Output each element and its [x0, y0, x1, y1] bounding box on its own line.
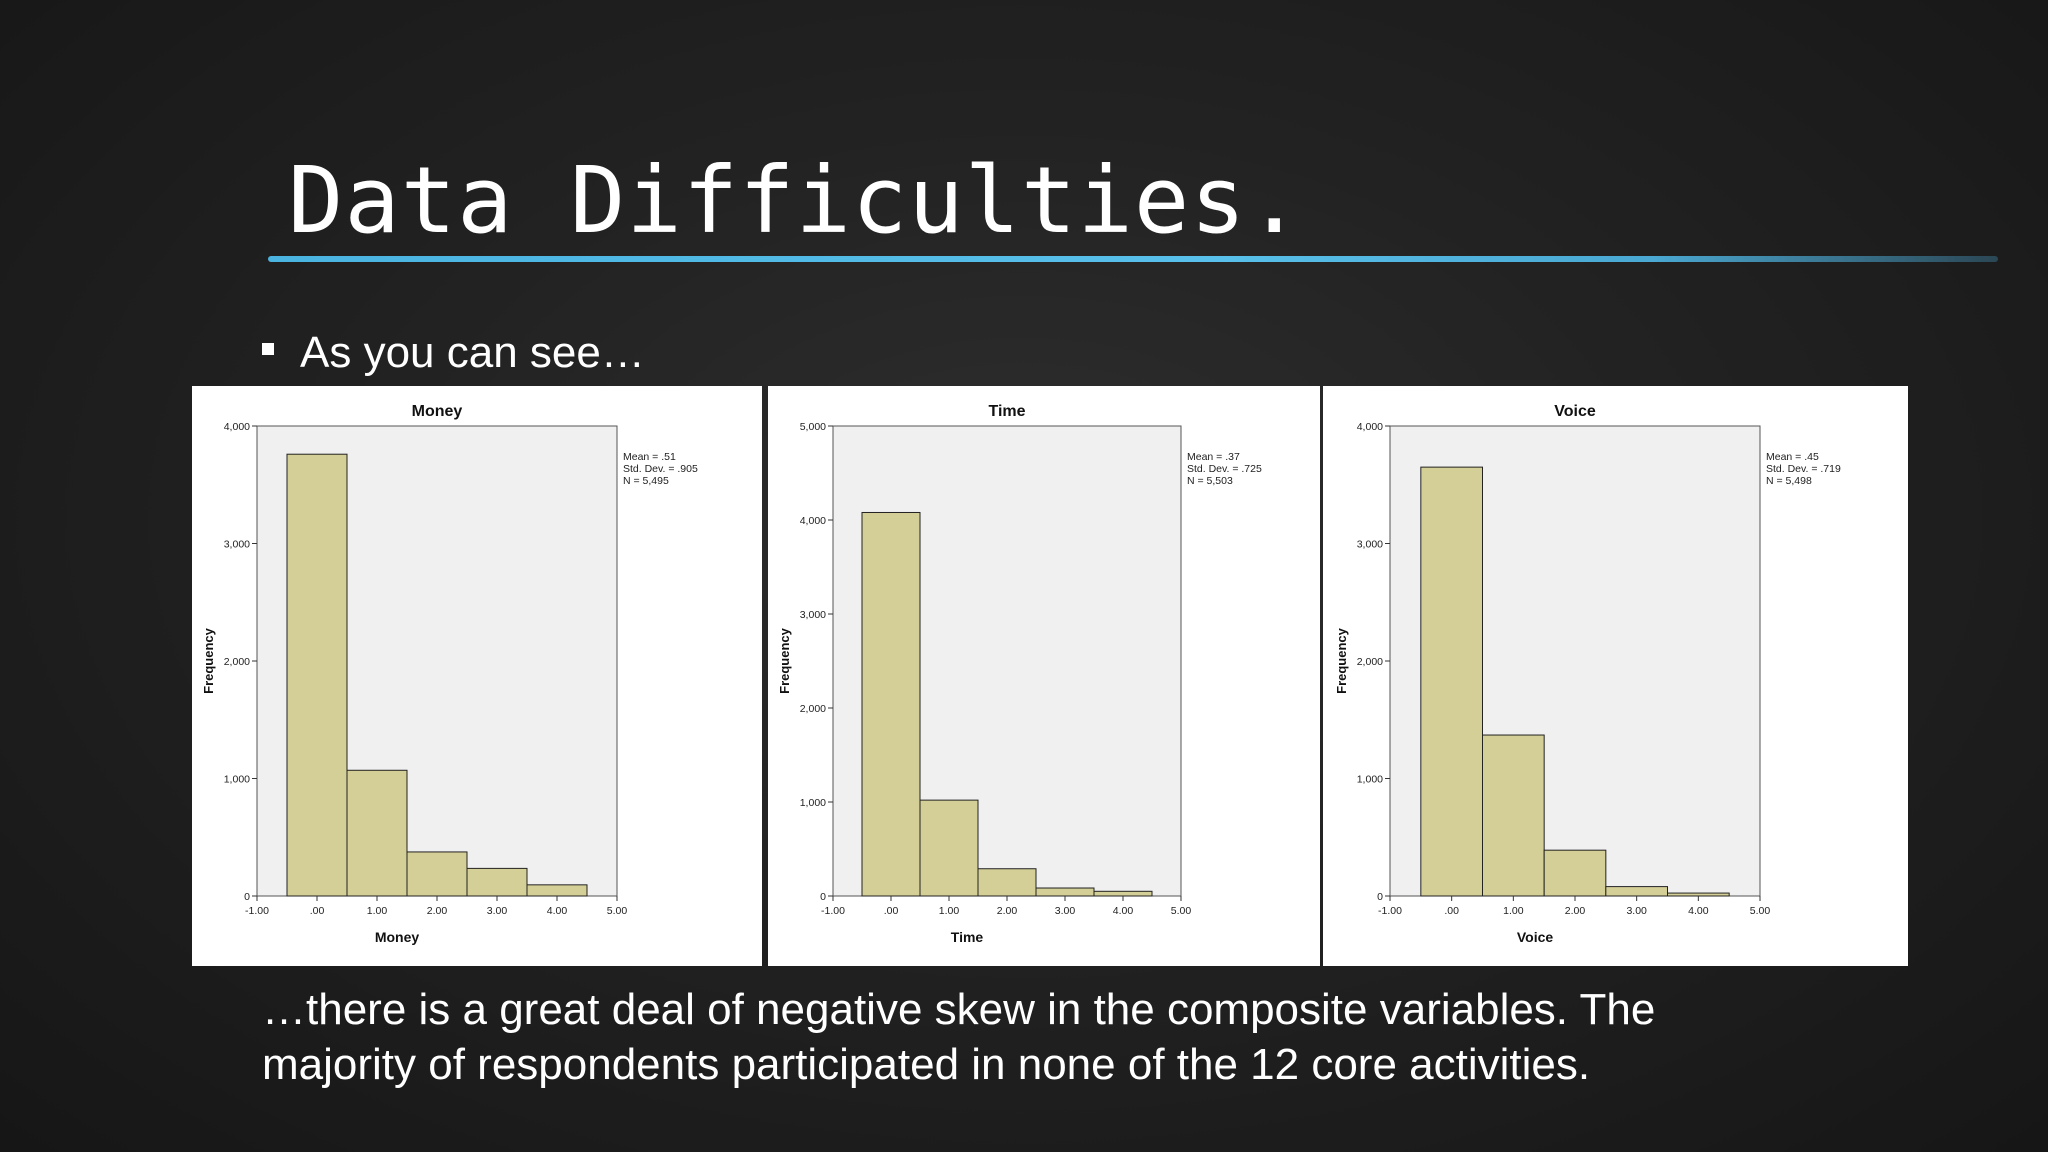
title-underline: [268, 256, 1998, 262]
x-tick-label: 4.00: [1113, 905, 1134, 917]
chart-title: Time: [988, 403, 1025, 420]
histogram-bar: [346, 769, 408, 897]
bullet-text: As you can see…: [300, 328, 645, 377]
y-axis-label: Frequency: [777, 627, 792, 694]
x-tick-label: 5.00: [1171, 905, 1192, 917]
stats-line: Mean = .51: [623, 451, 676, 463]
x-tick-label: 3.00: [1626, 905, 1647, 917]
x-tick-label: 1.00: [1503, 905, 1524, 917]
y-axis-label: Frequency: [1334, 627, 1349, 694]
y-tick-label: 0: [244, 891, 250, 903]
histogram-bar: [466, 867, 528, 897]
histogram-voice: 0 1,000 2,000 3,000 4,000 -1.00 .00 1.00 2.00 3.0…: [1334, 403, 1841, 945]
caption-line-2: majority of respondents participated in …: [262, 1040, 1591, 1089]
histogram-bar: [286, 453, 348, 897]
y-tick-label: 2,000: [224, 656, 250, 668]
x-tick-label: 2.00: [427, 905, 448, 917]
x-tick-label: 3.00: [1055, 905, 1076, 917]
stats-line: Mean = .45: [1766, 451, 1819, 463]
slide-caption: …there is a great deal of negative skew …: [262, 982, 1962, 1092]
y-tick-label: 4,000: [1357, 421, 1383, 433]
y-tick-label: 4,000: [800, 515, 826, 527]
x-tick-label: 5.00: [607, 905, 628, 917]
histogram-bar: [1482, 734, 1545, 897]
bullet-marker-icon: [262, 343, 274, 356]
histogram-time: 0 1,000 2,000 3,000 4,000 5,000 -1.00 .00 1.00 2.…: [777, 403, 1262, 945]
x-axis-label: Time: [951, 929, 984, 945]
caption-line-1: …there is a great deal of negative skew …: [262, 985, 1656, 1034]
x-tick-label: 4.00: [1688, 905, 1709, 917]
x-tick-label: 1.00: [939, 905, 960, 917]
histogram-bar: [1605, 886, 1669, 897]
histogram-bar: [1035, 887, 1095, 897]
x-tick-label: .00: [884, 905, 899, 917]
stats-line: N = 5,503: [1187, 475, 1233, 487]
y-tick-label: 1,000: [224, 774, 250, 786]
y-tick-label: 3,000: [224, 539, 250, 551]
y-tick-label: 1,000: [1357, 774, 1383, 786]
x-tick-label: 5.00: [1750, 905, 1771, 917]
y-tick-label: 5,000: [800, 421, 826, 433]
x-tick-label: 2.00: [1565, 905, 1586, 917]
y-tick-label: 2,000: [1357, 656, 1383, 668]
x-tick-label: 1.00: [367, 905, 388, 917]
y-tick-label: 2,000: [800, 703, 826, 715]
histogram-bar: [1093, 890, 1153, 897]
x-tick-label: 2.00: [997, 905, 1018, 917]
histogram-bar: [977, 868, 1037, 897]
x-axis-label: Voice: [1517, 929, 1554, 945]
histogram-bar: [406, 851, 468, 897]
y-tick-label: 0: [1377, 891, 1383, 903]
histogram-bar: [1420, 466, 1484, 897]
histogram-panel-voice: 0 1,000 2,000 3,000 4,000 -1.00 .00 1.00 2.00 3.0…: [1323, 386, 1908, 966]
y-tick-label: 3,000: [800, 609, 826, 621]
histogram-money: 0 1,000 2,000 3,000 4,000 -1.00 .00 1.00 2.00 3.0…: [201, 403, 698, 945]
chart-title: Voice: [1554, 403, 1596, 420]
x-tick-label: -1.00: [821, 905, 845, 917]
stats-line: Std. Dev. = .719: [1766, 463, 1841, 475]
histogram-bar: [526, 884, 588, 897]
histogram-panel-time: 0 1,000 2,000 3,000 4,000 5,000 -1.00 .00 1.00 2.…: [768, 386, 1320, 966]
stats-line: Std. Dev. = .725: [1187, 463, 1262, 475]
histogram-panel-money: 0 1,000 2,000 3,000 4,000 -1.00 .00 1.00 2.00 3.0…: [192, 386, 762, 966]
stats-line: N = 5,498: [1766, 475, 1812, 487]
x-tick-label: -1.00: [245, 905, 269, 917]
stats-line: Std. Dev. = .905: [623, 463, 698, 475]
slide-title: Data Difficulties.: [288, 147, 1303, 254]
x-tick-label: .00: [1444, 905, 1459, 917]
histogram-bar: [919, 799, 979, 897]
chart-title: Money: [412, 403, 463, 420]
x-tick-label: 4.00: [547, 905, 568, 917]
y-axis-label: Frequency: [201, 627, 216, 694]
x-tick-label: .00: [310, 905, 325, 917]
stats-line: Mean = .37: [1187, 451, 1240, 463]
x-axis-label: Money: [375, 929, 420, 945]
y-tick-label: 0: [820, 891, 826, 903]
histogram-bar: [1667, 892, 1730, 897]
y-tick-label: 4,000: [224, 421, 250, 433]
x-tick-label: 3.00: [487, 905, 508, 917]
stats-line: N = 5,495: [623, 475, 669, 487]
y-tick-label: 3,000: [1357, 539, 1383, 551]
y-tick-label: 1,000: [800, 797, 826, 809]
histogram-bar: [861, 511, 921, 897]
histogram-bar: [1543, 849, 1607, 897]
bullet-item: As you can see…: [262, 328, 645, 378]
x-tick-label: -1.00: [1378, 905, 1402, 917]
